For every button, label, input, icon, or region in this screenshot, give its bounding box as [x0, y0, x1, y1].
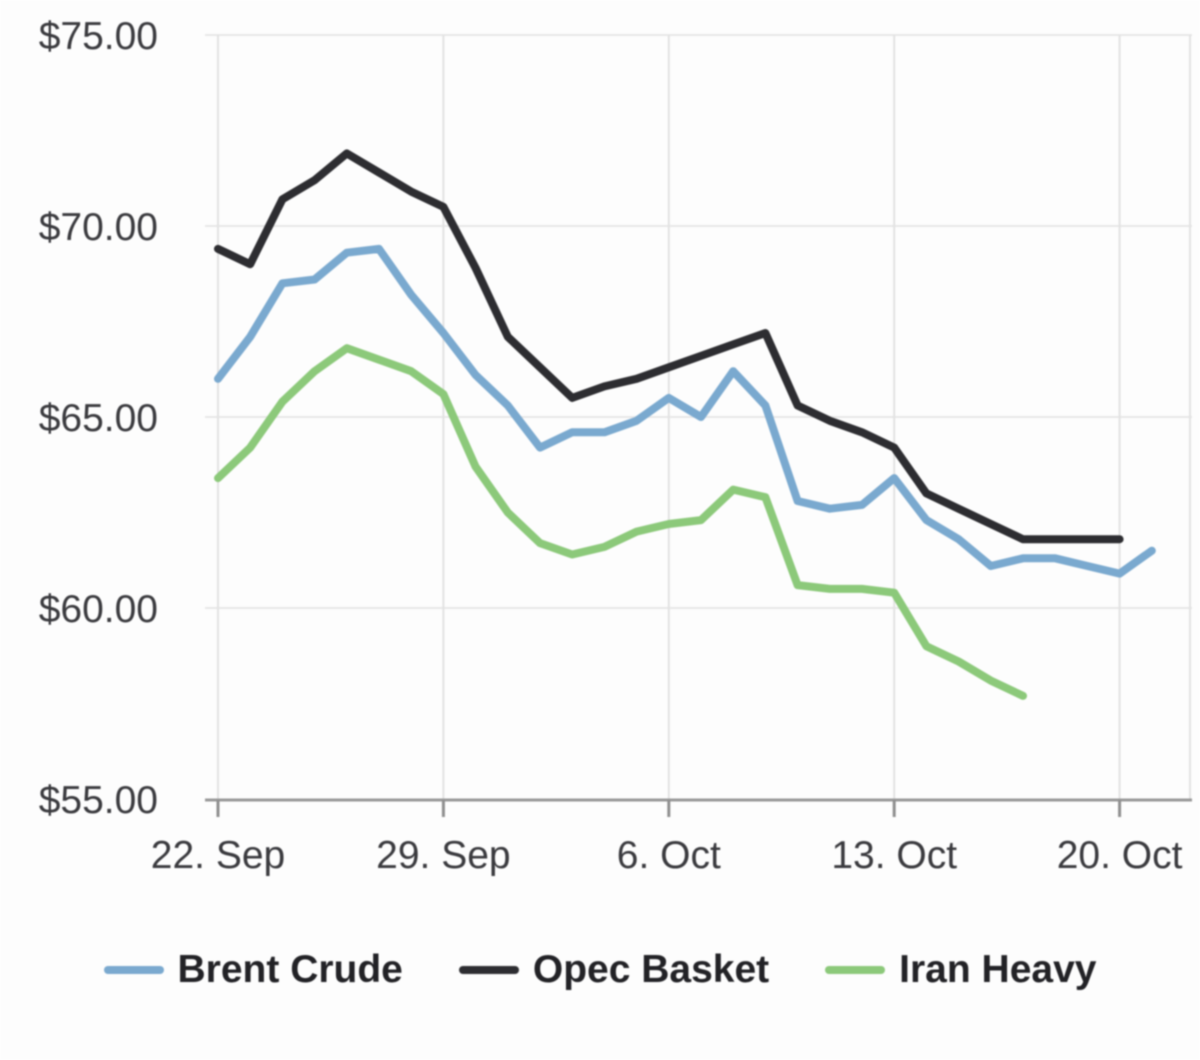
x-axis-label: 6. Oct: [617, 834, 721, 877]
brent-crude-line-swatch: [103, 966, 164, 974]
series-line-iran-heavy: [214, 344, 1027, 700]
series-line-opec-basket: [214, 149, 1124, 544]
y-axis-label: $75.00: [39, 15, 158, 58]
y-axis-label: $70.00: [39, 206, 158, 249]
chart-legend: Brent Crude Opec Basket Iran Heavy: [0, 928, 1200, 1012]
y-axis-label: $60.00: [39, 588, 158, 631]
price-line-chart-plot: 22. Sep 29. Sep 6. Oct 13. Oct 20. Oct $75.00…: [39, 15, 1192, 877]
legend-label-brent-crude: Brent Crude: [177, 948, 403, 991]
legend-label-iran-heavy: Iran Heavy: [899, 948, 1097, 991]
x-axis-label: 20. Oct: [1057, 834, 1183, 877]
opec-basket-line-swatch: [458, 966, 519, 974]
series-line-brent-crude: [214, 244, 1156, 578]
x-axis-label: 29. Sep: [376, 834, 510, 877]
legend-item-brent-crude[interactable]: Brent Crude: [103, 948, 403, 992]
x-axis-label: 22. Sep: [151, 834, 285, 877]
x-axis-label: 13. Oct: [831, 834, 957, 877]
y-axis-label: $55.00: [39, 779, 158, 822]
legend-item-iran-heavy[interactable]: Iran Heavy: [825, 948, 1096, 992]
iran-heavy-line-swatch: [825, 966, 886, 974]
legend-label-opec-basket: Opec Basket: [532, 948, 770, 991]
y-axis-label: $65.00: [39, 397, 158, 440]
legend-item-opec-basket[interactable]: Opec Basket: [458, 948, 770, 992]
